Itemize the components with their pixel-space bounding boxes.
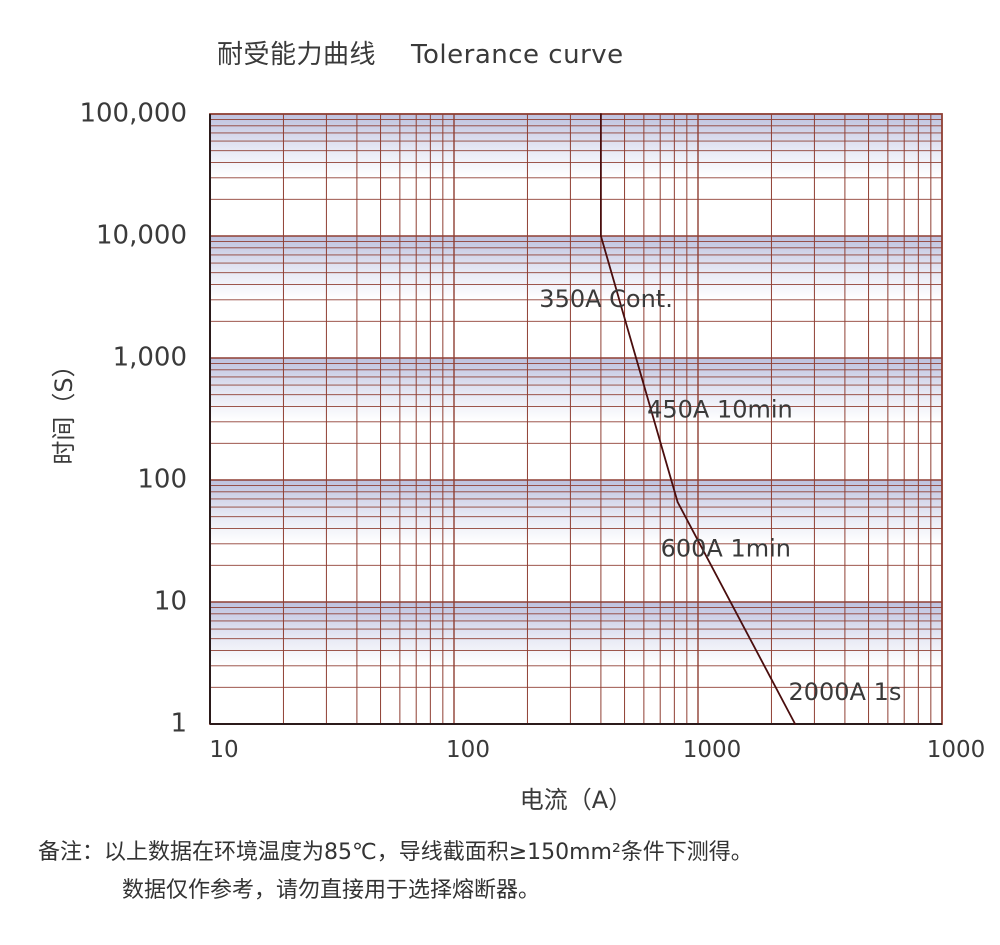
footnote-line-2: 数据仅作参考，请勿直接用于选择熔断器。: [122, 878, 541, 903]
y-axis-title: 时间（S）: [50, 353, 78, 464]
decade-band: [210, 480, 942, 544]
curve-annotation: 600A 1min: [661, 534, 791, 562]
decade-band: [210, 114, 942, 178]
y-tick-label: 1: [170, 709, 187, 739]
footnote-line-1: 备注：以上数据在环境温度为85℃，导线截面积≥150mm²条件下测得。: [38, 840, 753, 865]
y-tick-label: 10,000: [96, 221, 187, 251]
x-axis-title: 电流（A）: [520, 786, 632, 814]
decade-band: [210, 602, 942, 666]
curve-point: [794, 723, 796, 725]
chart-title: 耐受能力曲线 Tolerance curve: [217, 40, 624, 70]
decade-band: [210, 358, 942, 422]
y-tick-label: 10: [154, 587, 187, 617]
y-tick-label: 1,000: [113, 343, 187, 373]
decade-band: [210, 236, 942, 300]
curve-point: [676, 501, 679, 503]
x-tick-label: 1000: [683, 737, 742, 763]
curve-point: [600, 113, 602, 115]
y-tick-label: 100: [137, 465, 187, 495]
x-tick-label: 10: [209, 737, 238, 763]
x-tick-label: 100: [446, 737, 490, 763]
curve-point: [600, 235, 602, 237]
curve-annotation: 450A 10min: [647, 396, 793, 424]
x-tick-label: 1000: [927, 737, 986, 763]
y-tick-label: 100,000: [79, 99, 187, 129]
curve-annotation: 2000A 1s: [788, 678, 901, 706]
tolerance-curve-line: [600, 114, 796, 725]
curve-annotation: 350A Cont.: [539, 285, 673, 313]
